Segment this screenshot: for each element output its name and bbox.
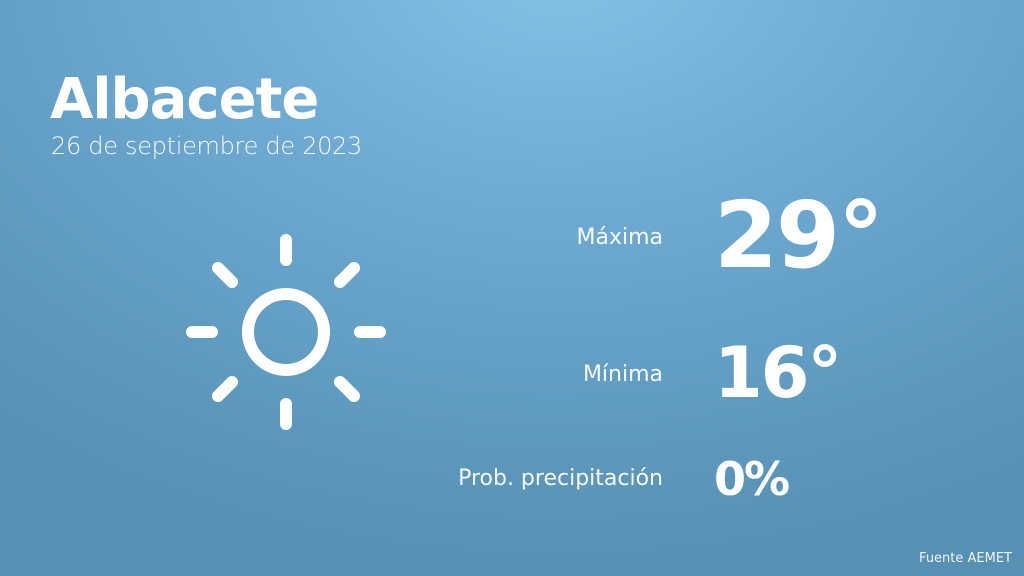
min-label: Mínima [582,362,663,387]
forecast-date: 26 de septiembre de 2023 [51,132,362,160]
city-title: Albacete [50,67,319,132]
min-value: 16° [714,332,842,414]
precip-label: Prob. precipitación [458,466,663,491]
sun-icon [186,234,386,430]
max-value: 29° [714,182,884,289]
precip-value: 0% [714,452,790,506]
source-credit: Fuente AEMET [919,551,1012,566]
max-label: Máxima [576,225,663,250]
